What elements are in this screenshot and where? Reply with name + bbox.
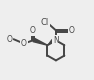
Text: Cl: Cl [41,18,49,27]
Text: O: O [69,26,75,35]
Polygon shape [33,38,47,45]
Text: O: O [30,26,36,35]
Text: N: N [53,36,59,45]
Text: O: O [21,39,27,48]
Text: O: O [7,35,13,44]
